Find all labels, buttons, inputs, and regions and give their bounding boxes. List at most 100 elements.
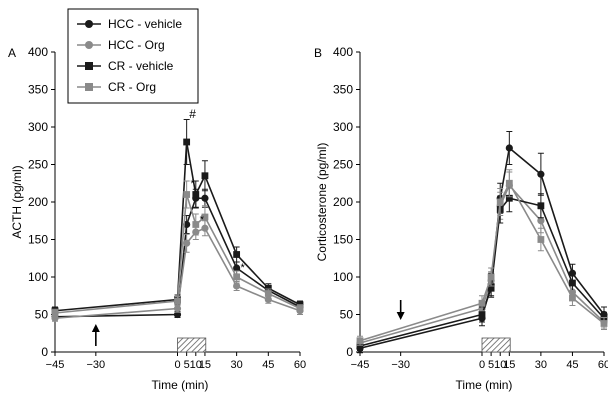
panel-b-x-tick-label: −45 [351, 359, 370, 371]
panel-a-x-tick-label: 60 [294, 359, 306, 371]
panel-a-significance-mark: # [189, 107, 196, 121]
panel-b-data-point [505, 179, 513, 187]
panel-b-data-point [505, 194, 513, 202]
panel-b-data-point [356, 337, 364, 345]
panel-b-x-tick-label: 45 [566, 359, 578, 371]
panel-a-data-point [296, 305, 304, 312]
panel-b-y-tick-label: 400 [333, 45, 353, 59]
panel-b-y-tick-label: 250 [333, 158, 353, 172]
panel-b-data-point [496, 198, 504, 206]
legend-label: CR - Org [108, 80, 156, 94]
legend-item: CR - Org [77, 80, 156, 94]
panel-a-y-tick-label: 50 [35, 308, 49, 322]
panel-a-series-line [54, 194, 301, 314]
panel-b-y-tick-label: 200 [333, 195, 353, 209]
panel-a-series-3 [51, 180, 304, 318]
panel-a-arrow-head [91, 324, 100, 332]
panel-b-x-tick-label: −30 [391, 359, 410, 371]
panel-b-data-point [478, 311, 486, 318]
panel-a-data-point [192, 221, 200, 228]
panel-a-data-point [183, 191, 191, 198]
panel-b-x-tick-label: 0 [479, 359, 485, 371]
panel-b-series-line [359, 197, 605, 347]
panel-a-data-point [183, 239, 191, 247]
panel-b-x-tick-label: 15 [503, 359, 515, 371]
panel-a-x-tick-label: 10 [190, 359, 202, 371]
panel-b-x-axis-label: Time (min) [456, 378, 513, 392]
panel-a-data-point [233, 282, 241, 290]
panel-a-significance-mark: * [200, 214, 205, 226]
panel-a-x-axis-label: Time (min) [152, 378, 209, 392]
panel-a-stimulus-bar [177, 337, 207, 353]
panel-b-y-tick-label: 150 [333, 233, 353, 247]
panel-a-data-point [264, 290, 272, 297]
panel-b-x-tick-label: 10 [494, 359, 506, 371]
panel-a-data-point [173, 304, 182, 313]
legend-item: HCC - Org [77, 38, 165, 52]
panel-b-series-line [359, 181, 605, 342]
legend-item: HCC - vehicle [77, 17, 182, 31]
panel-a-data-point [264, 284, 272, 292]
panel-b-data-point [569, 279, 576, 287]
panel-b-data-point [537, 236, 545, 243]
panel-b-data-point [505, 144, 513, 152]
panel-b-y-tick-label: 350 [333, 83, 353, 97]
panel-a-y-tick-label: 300 [28, 120, 48, 134]
panel-a-y-tick-label: 150 [28, 233, 48, 247]
panel-b-data-point [487, 284, 495, 292]
panel-b-x-tick-label: 5 [488, 359, 494, 371]
panel-a-data-point [201, 213, 209, 221]
panel-a-y-tick-label: 250 [28, 158, 48, 172]
panel-a-data-point [233, 251, 241, 258]
panel-b-x-tick-label: 30 [535, 359, 547, 371]
panel-a-y-axis-label: ACTH (pg/ml) [10, 165, 24, 238]
panel-a-x-tick-label: −45 [46, 359, 65, 371]
panel-a-data-point [201, 194, 209, 202]
panel-b-data-point [569, 294, 576, 302]
legend-label: HCC - vehicle [108, 17, 182, 31]
panel-b-y-tick-label: 100 [333, 270, 353, 284]
panel-a-series-1 [51, 220, 304, 322]
panel-a-x-tick-label: 15 [199, 359, 211, 371]
panel-a-data-point [192, 191, 200, 198]
panel-a-data-point [51, 309, 59, 317]
panel-a-y-tick-label: 0 [41, 345, 48, 359]
panel-a-y-tick-label: 200 [28, 195, 48, 209]
legend-label: HCC - Org [108, 38, 165, 52]
panel-a-data-point [174, 297, 181, 305]
panel-a-data-point [233, 264, 241, 272]
panel-b-data-point [537, 170, 545, 178]
panel-b-data-point [487, 273, 495, 281]
panel-b-data-point [478, 299, 486, 307]
panel-b-y-tick-label: 50 [340, 308, 354, 322]
panel-b-series-3 [356, 169, 608, 346]
panel-a-data-point [201, 172, 209, 180]
panel-a-significance-mark: * [240, 262, 245, 274]
panel-b-data-point [537, 202, 545, 210]
legend-marker-square [85, 83, 93, 91]
panel-b-letter: B [314, 46, 322, 60]
panel-a-letter: A [8, 46, 16, 60]
panel-b-y-axis-label: Corticosterone (pg/ml) [315, 143, 329, 262]
panel-b-x-tick-label: 60 [598, 359, 608, 371]
panel-b-data-point [600, 320, 608, 327]
panel-b-plot-area [356, 131, 608, 354]
panel-a-data-point [233, 273, 241, 281]
panel-a-x-tick-label: 0 [174, 359, 180, 371]
panel-b: B Corticosterone (pg/ml) Time (min) 0 50 1… [314, 45, 608, 392]
panel-a-y-tick-label: 100 [28, 270, 48, 284]
legend-marker-circle [85, 20, 93, 28]
panel-a-series-2 [51, 119, 304, 315]
panel-a-x-tick-label: −30 [86, 359, 105, 371]
legend: HCC - vehicle HCC - Org CR - vehicle CR - O… [67, 8, 199, 104]
panel-b-data-point [537, 217, 545, 225]
panel-a-x-tick-label: 5 [184, 359, 190, 371]
panel-b-y-tick-label: 300 [333, 120, 353, 134]
panel-a-significance-mark: * [191, 178, 196, 190]
panel-a-y-tick-label: 400 [28, 45, 48, 59]
panel-a-plot-area: # * * * [51, 107, 304, 353]
panel-a-data-point [183, 138, 191, 146]
panel-a-y-tick-label: 350 [28, 83, 48, 97]
panel-a-series-line [54, 141, 301, 312]
